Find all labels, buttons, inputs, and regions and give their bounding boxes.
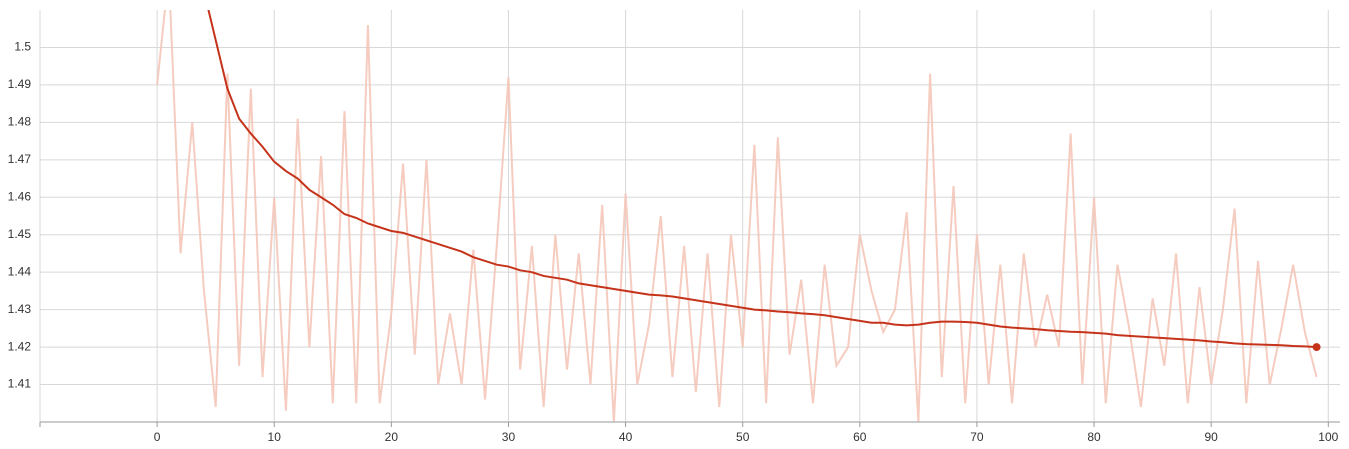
x-tick-label: 80 [1087, 430, 1101, 444]
x-tick-label: 10 [268, 430, 282, 444]
x-tick-label: 40 [619, 430, 633, 444]
x-tick-label: 100 [1318, 430, 1338, 444]
y-tick-label: 1.42 [8, 339, 32, 353]
raw-line [156, 10, 1318, 422]
smoothed-line [207, 10, 1317, 349]
x-tick-label: 30 [502, 430, 516, 444]
last-point [1312, 343, 1321, 352]
axes: 1.41 1.42 1.43 1.44 1.45 1.46 1.47 1.48 1.49 1.5 0… [8, 40, 1340, 444]
x-tick-label: 60 [853, 430, 867, 444]
y-tick-label: 1.41 [8, 377, 32, 391]
x-tick-label: 50 [736, 430, 750, 444]
y-tick-label: 1.47 [8, 152, 32, 166]
x-tick-label: 20 [385, 430, 399, 444]
y-tick-label: 1.44 [8, 264, 32, 278]
y-tick-label: 1.48 [8, 115, 32, 129]
x-tick-label: 70 [970, 430, 984, 444]
y-tick-label: 1.49 [8, 77, 32, 91]
x-tick-label: 90 [1204, 430, 1218, 444]
y-tick-label: 1.5 [14, 40, 31, 54]
y-tick-label: 1.46 [8, 189, 32, 203]
y-tick-label: 1.45 [8, 227, 32, 241]
plot-area [156, 10, 1321, 422]
x-tick-label: 0 [154, 430, 161, 444]
y-tick-label: 1.43 [8, 302, 32, 316]
